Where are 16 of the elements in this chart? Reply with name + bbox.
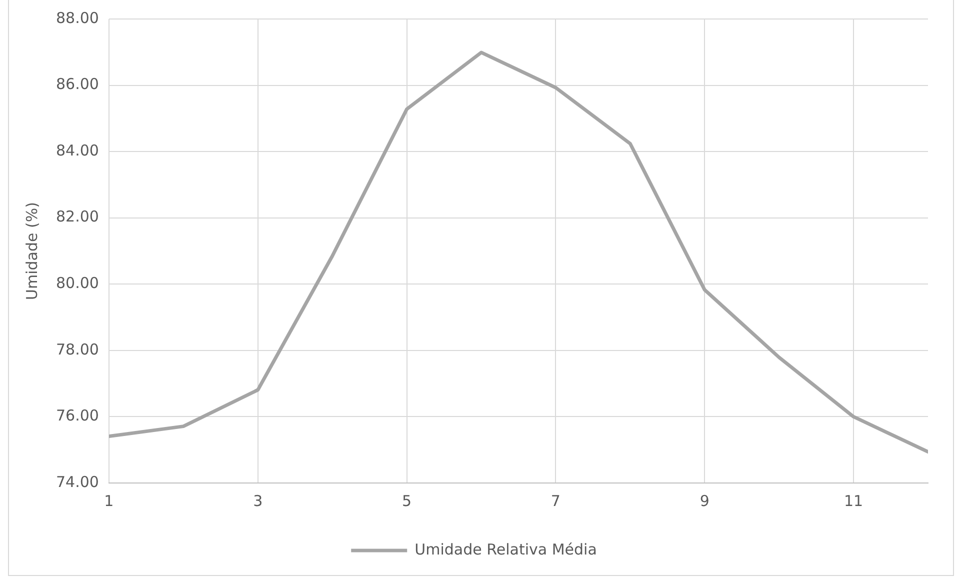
x-tick-label: 7 [550, 492, 560, 510]
y-tick-label: 86.00 [56, 75, 99, 94]
y-tick-label: 88.00 [56, 8, 99, 27]
y-tick-label: 76.00 [56, 406, 99, 425]
y-tick-label: 74.00 [56, 472, 99, 491]
x-tick-label: 11 [844, 492, 864, 510]
y-tick-label: 84.00 [56, 141, 99, 160]
y-tick-label: 78.00 [56, 340, 99, 358]
x-tick-label: 5 [402, 492, 412, 510]
y-tick-label: 82.00 [56, 208, 99, 226]
x-tick-label: 9 [700, 492, 710, 510]
y-axis-title: Umidade (%) [22, 202, 41, 300]
y-tick-label: 80.00 [56, 274, 99, 292]
legend-label: Umidade Relativa Média [414, 540, 597, 558]
x-tick-label: 1 [104, 492, 114, 510]
x-tick-label: 3 [253, 492, 263, 510]
